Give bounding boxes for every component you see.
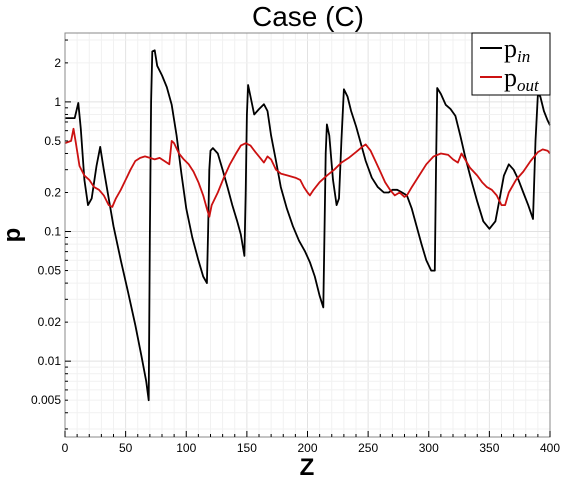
legend-label-p-in: pin: [504, 34, 530, 66]
legend: pin pout: [471, 32, 551, 96]
y-tick-label: 0.02: [38, 315, 62, 329]
chart-title: Case (C): [252, 1, 364, 32]
legend-box: [471, 32, 551, 96]
y-tick-label: 0.01: [38, 354, 62, 368]
x-tick-label: 300: [419, 441, 439, 455]
legend-label-p-out: pout: [504, 63, 540, 95]
x-tick-label: 50: [119, 441, 133, 455]
series-layer: [64, 49, 551, 402]
x-tick-label: 0: [62, 441, 69, 455]
series-line-p-out: [64, 127, 551, 218]
x-tick-label: 250: [358, 441, 378, 455]
y-axis-title: p: [0, 228, 26, 243]
x-axis: 0 50 100 150 200 250 300 350 400: [62, 431, 560, 455]
y-tick-label: 2: [54, 56, 61, 70]
x-tick-label: 200: [297, 441, 317, 455]
y-tick-label: 0.1: [44, 225, 61, 239]
y-tick-label: 0.005: [31, 393, 61, 407]
x-tick-label: 350: [479, 441, 499, 455]
series-line-p-in: [65, 49, 551, 402]
grid: [64, 33, 551, 437]
x-tick-label: 150: [237, 441, 257, 455]
x-tick-label: 400: [540, 441, 560, 455]
x-axis-title: Z: [300, 454, 315, 481]
y-axis: 0.005 0.01 0.02 0.05 0.1 0.2 0.5 1 2: [31, 39, 71, 430]
x-tick-label: 100: [176, 441, 196, 455]
y-tick-label: 0.2: [44, 186, 61, 200]
y-tick-label: 1: [54, 95, 61, 109]
y-tick-label: 0.05: [38, 264, 62, 278]
y-tick-label: 0.5: [44, 134, 61, 148]
